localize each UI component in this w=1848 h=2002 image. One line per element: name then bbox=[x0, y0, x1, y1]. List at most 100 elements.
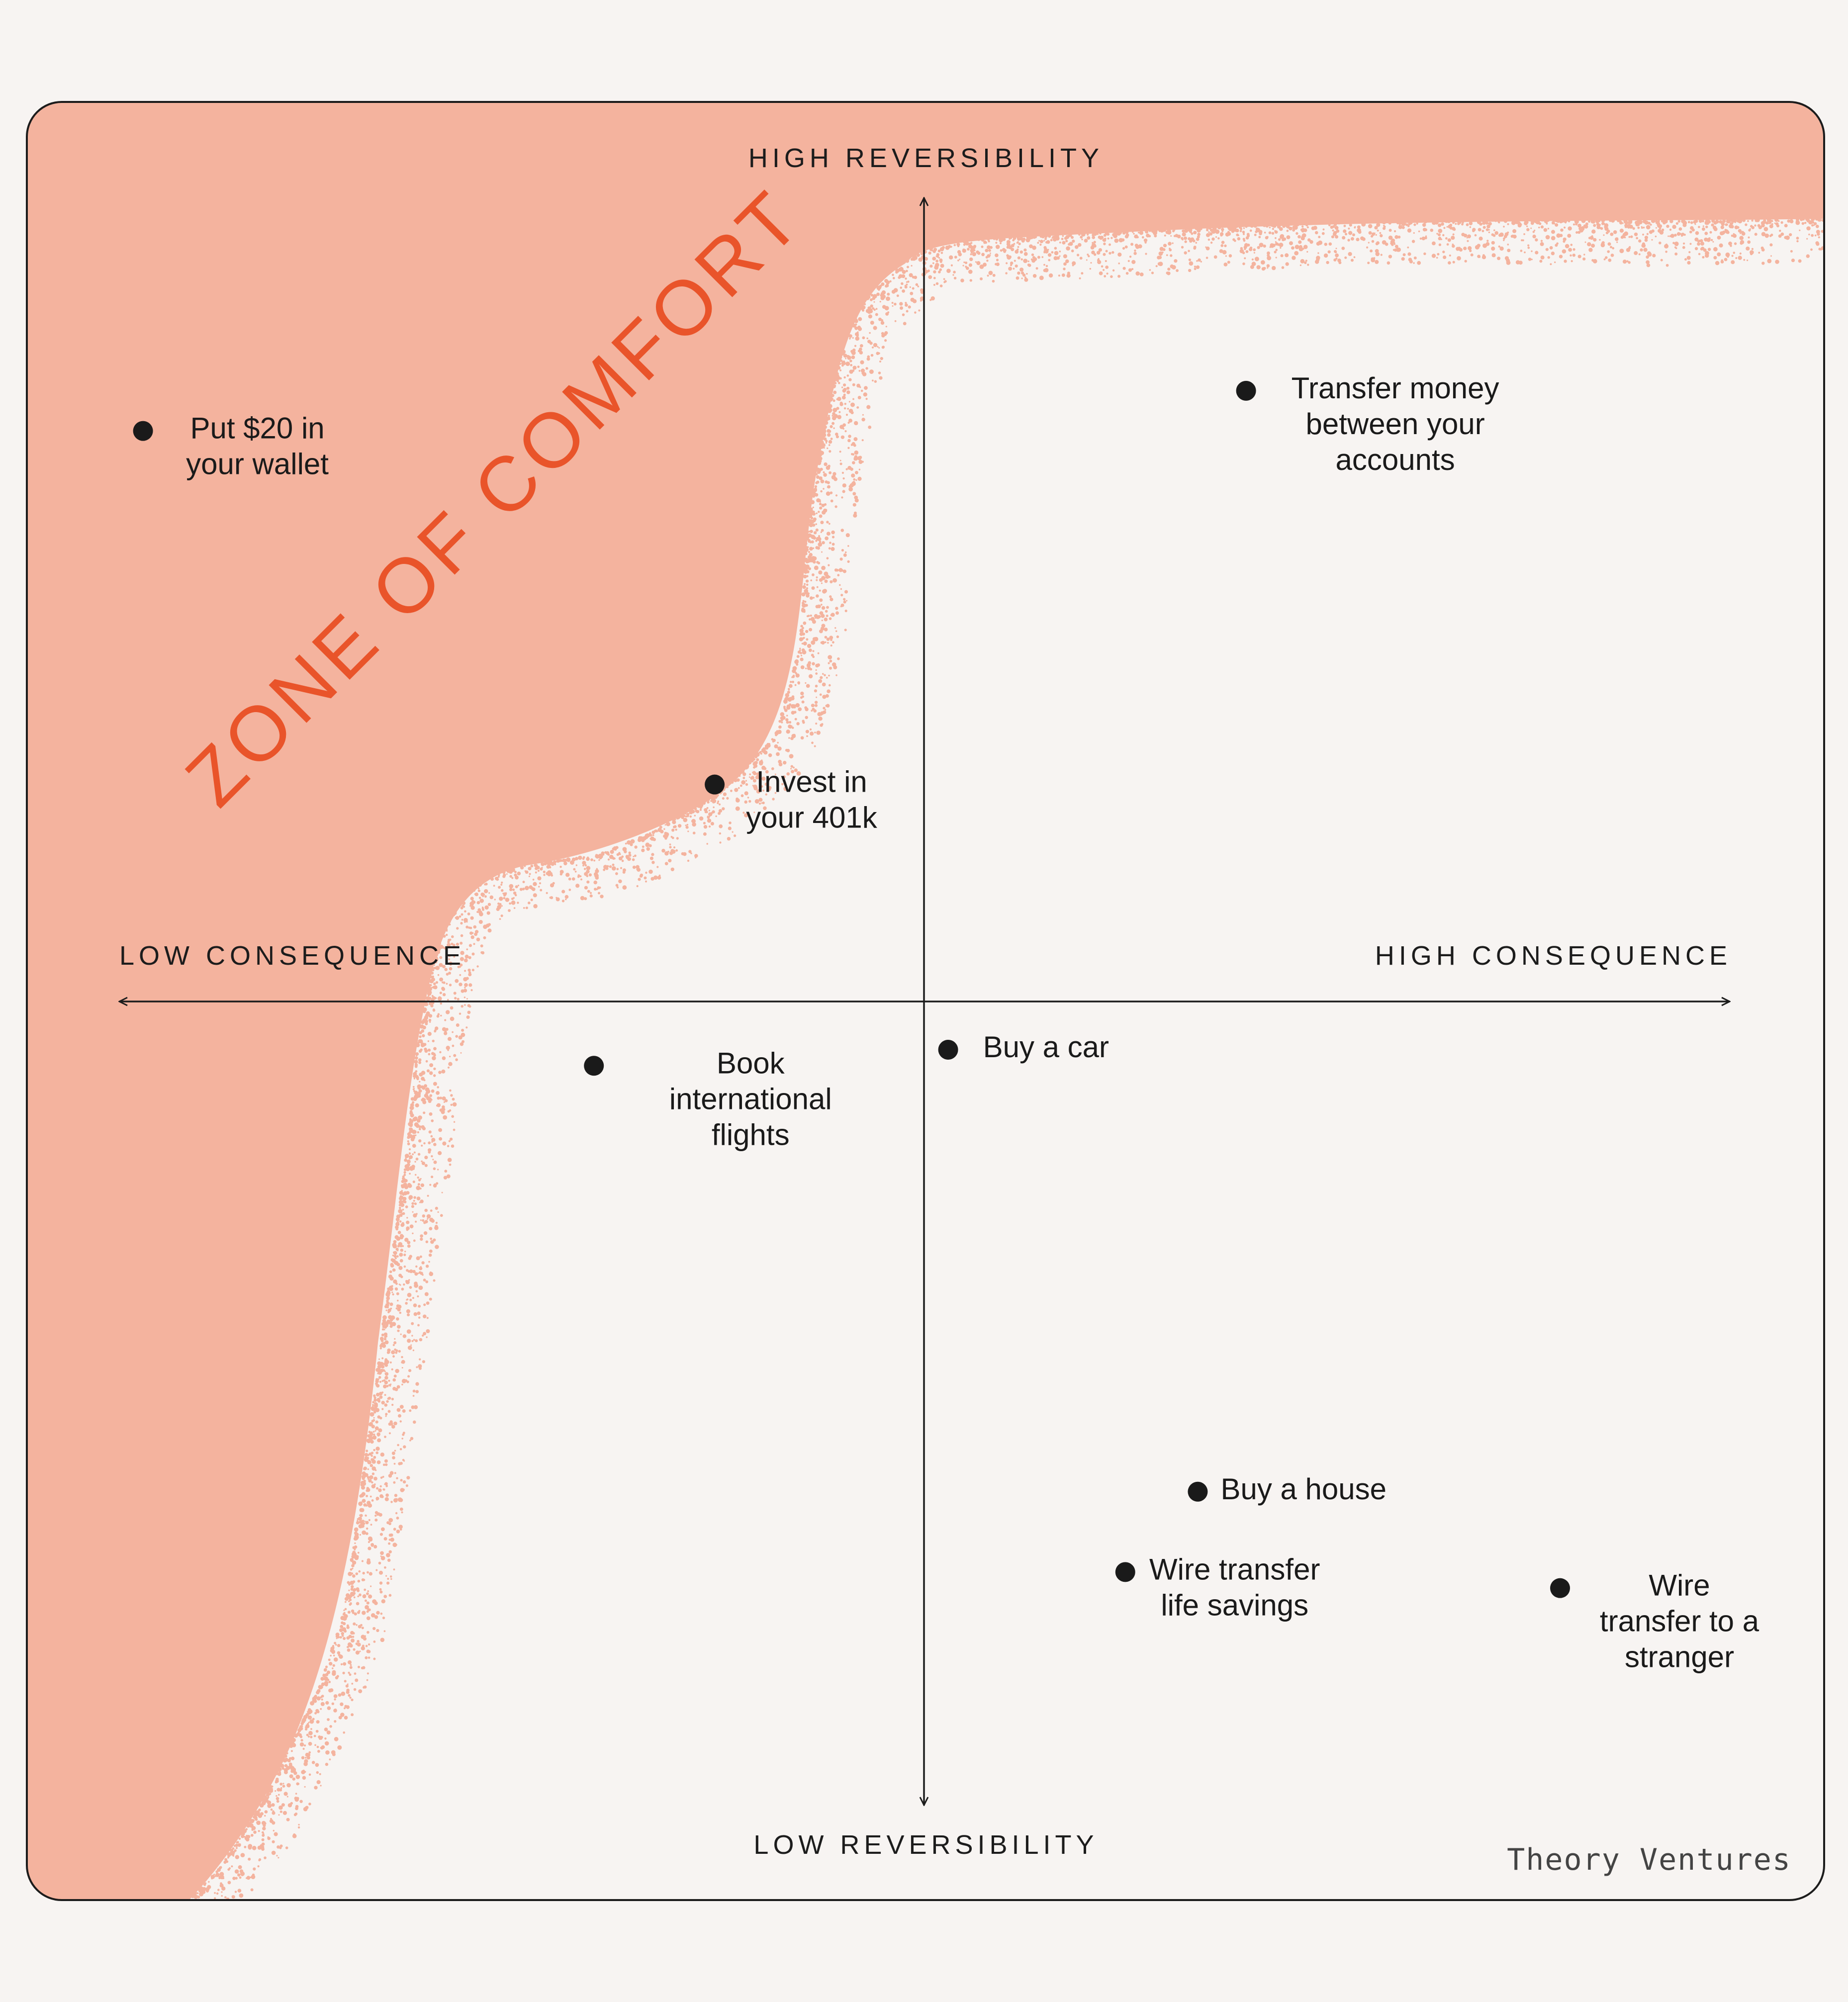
zone-speckle bbox=[807, 615, 810, 617]
zone-speckle bbox=[503, 892, 507, 896]
zone-speckle bbox=[651, 853, 654, 856]
zone-speckle bbox=[688, 850, 692, 853]
zone-speckle bbox=[391, 1452, 395, 1455]
zone-speckle bbox=[664, 851, 669, 856]
zone-speckle bbox=[1208, 231, 1210, 233]
zone-speckle bbox=[799, 647, 801, 649]
zone-speckle bbox=[362, 1471, 366, 1476]
zone-speckle bbox=[1019, 250, 1023, 254]
zone-speckle bbox=[382, 1616, 385, 1620]
zone-speckle bbox=[1258, 230, 1263, 234]
zone-speckle bbox=[415, 1103, 419, 1107]
zone-speckle bbox=[934, 265, 936, 267]
zone-speckle bbox=[372, 1431, 375, 1433]
zone-speckle bbox=[393, 1421, 397, 1426]
zone-speckle bbox=[388, 1518, 393, 1523]
zone-speckle bbox=[809, 596, 813, 600]
zone-speckle bbox=[571, 877, 575, 881]
zone-speckle bbox=[368, 1541, 370, 1543]
zone-speckle bbox=[846, 600, 848, 602]
zone-speckle bbox=[1386, 261, 1390, 265]
zone-speckle bbox=[818, 717, 823, 721]
zone-speckle bbox=[828, 576, 831, 578]
zone-speckle bbox=[379, 1347, 382, 1350]
zone-speckle bbox=[395, 1351, 398, 1354]
zone-speckle bbox=[804, 600, 807, 603]
zone-speckle bbox=[409, 1119, 414, 1124]
zone-speckle bbox=[391, 1350, 395, 1355]
zone-speckle bbox=[1090, 262, 1092, 264]
zone-speckle bbox=[1272, 243, 1276, 247]
zone-speckle bbox=[409, 1111, 413, 1115]
zone-speckle bbox=[418, 1092, 420, 1093]
zone-speckle bbox=[359, 1519, 362, 1521]
zone-speckle bbox=[447, 1110, 450, 1113]
zone-speckle bbox=[370, 1464, 373, 1467]
zone-speckle bbox=[615, 846, 618, 849]
zone-speckle bbox=[1186, 228, 1188, 231]
zone-speckle bbox=[735, 806, 740, 811]
zone-speckle bbox=[425, 1265, 429, 1268]
zone-speckle bbox=[1289, 241, 1293, 246]
zone-speckle bbox=[474, 893, 477, 896]
zone-speckle bbox=[806, 663, 811, 667]
zone-speckle bbox=[1059, 241, 1061, 244]
zone-speckle bbox=[892, 273, 894, 276]
zone-speckle bbox=[511, 898, 514, 900]
zone-speckle bbox=[488, 892, 490, 894]
zone-speckle bbox=[651, 861, 655, 864]
zone-speckle bbox=[1103, 242, 1106, 246]
zone-speckle bbox=[832, 399, 835, 402]
zone-speckle bbox=[816, 576, 818, 579]
zone-speckle bbox=[470, 935, 474, 939]
zone-speckle bbox=[987, 245, 991, 250]
zone-speckle bbox=[442, 1056, 446, 1060]
zone-speckle bbox=[398, 1206, 401, 1209]
zone-speckle bbox=[381, 1401, 385, 1405]
zone-speckle bbox=[1209, 232, 1213, 236]
zone-speckle bbox=[916, 253, 921, 257]
zone-speckle bbox=[686, 815, 689, 818]
zone-speckle bbox=[303, 1762, 308, 1766]
zone-speckle bbox=[1013, 268, 1015, 270]
zone-speckle bbox=[850, 402, 855, 407]
zone-speckle bbox=[466, 921, 468, 923]
zone-speckle bbox=[455, 1058, 458, 1061]
zone-speckle bbox=[1367, 219, 1370, 221]
zone-speckle bbox=[939, 247, 944, 252]
zone-speckle bbox=[503, 897, 506, 900]
zone-speckle bbox=[370, 1431, 373, 1434]
zone-speckle bbox=[790, 765, 794, 768]
zone-speckle bbox=[793, 766, 795, 769]
zone-speckle bbox=[430, 1240, 434, 1244]
zone-speckle bbox=[340, 1663, 343, 1665]
zone-speckle bbox=[433, 1047, 437, 1051]
zone-speckle bbox=[418, 1139, 422, 1143]
zone-speckle bbox=[428, 1099, 432, 1103]
zone-speckle bbox=[392, 1255, 394, 1257]
zone-speckle bbox=[846, 317, 850, 322]
zone-speckle bbox=[807, 643, 812, 648]
zone-speckle bbox=[279, 1788, 282, 1792]
zone-speckle bbox=[970, 242, 973, 244]
zone-speckle bbox=[393, 1462, 396, 1465]
zone-speckle bbox=[1340, 221, 1342, 223]
zone-speckle bbox=[549, 872, 553, 876]
zone-speckle bbox=[1814, 222, 1817, 225]
zone-speckle bbox=[453, 943, 456, 947]
zone-speckle bbox=[704, 808, 708, 812]
zone-speckle bbox=[1215, 229, 1220, 234]
zone-speckle bbox=[399, 1284, 401, 1286]
zone-speckle bbox=[852, 398, 854, 400]
zone-speckle bbox=[717, 802, 719, 805]
zone-speckle bbox=[860, 360, 864, 364]
zone-speckle bbox=[968, 244, 972, 249]
zone-speckle bbox=[431, 1052, 435, 1055]
zone-speckle bbox=[843, 354, 847, 358]
zone-speckle bbox=[332, 1752, 336, 1756]
zone-speckle bbox=[805, 557, 808, 561]
zone-speckle bbox=[1446, 226, 1448, 228]
zone-speckle bbox=[429, 1021, 431, 1023]
zone-speckle bbox=[1098, 258, 1100, 260]
zone-speckle bbox=[856, 423, 858, 425]
